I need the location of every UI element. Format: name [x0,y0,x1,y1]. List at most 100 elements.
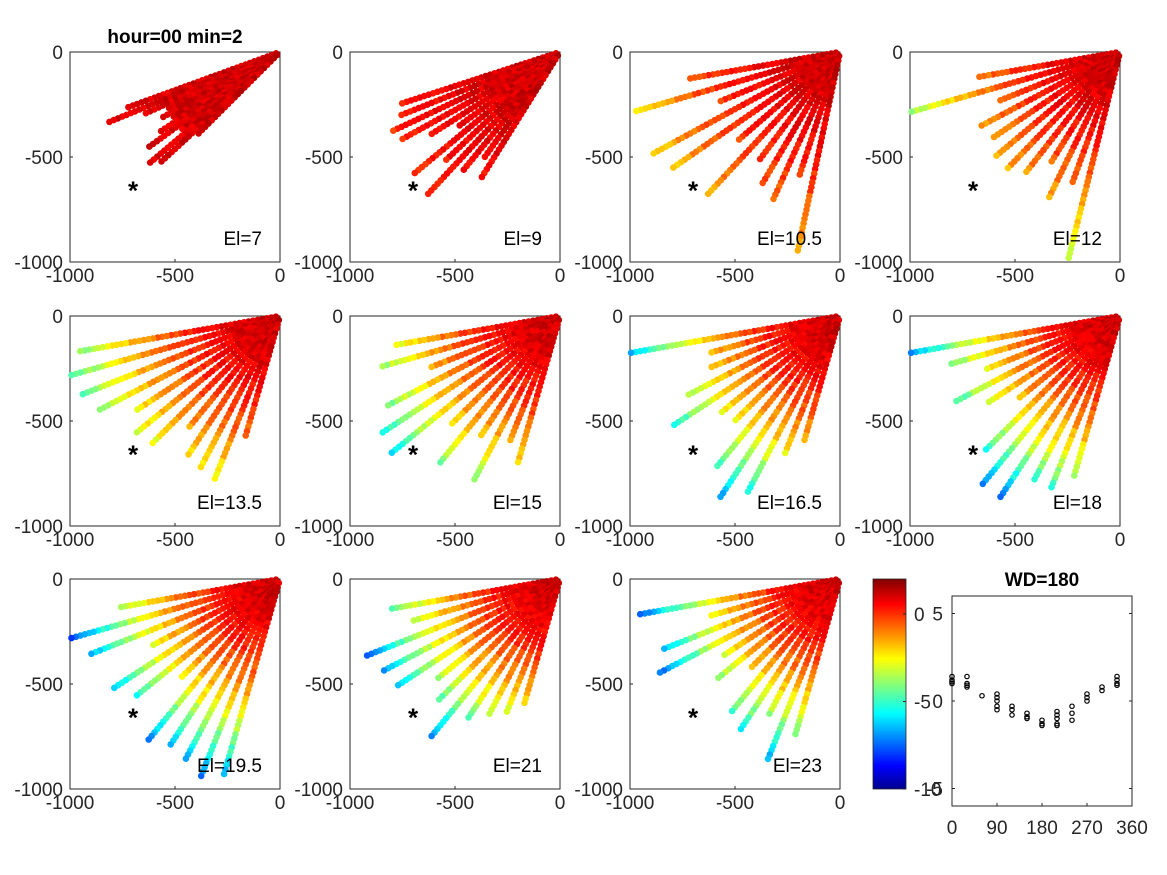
scan-point [1071,472,1078,479]
scan-point [465,714,472,721]
y-tick-label: 0 [332,570,343,591]
scan-point [363,652,371,659]
scan-point [748,663,756,671]
x-tick-label: 0 [275,793,286,814]
x-tick-label: -1000 [326,530,375,551]
scan-point [133,692,141,699]
scan-point [979,480,987,488]
x-tick-label: -1000 [46,266,95,287]
scan-point [133,429,141,436]
scan-point [503,708,511,715]
x-tick-label: 0 [1115,266,1126,287]
scan-point [398,111,405,119]
scan-point [443,156,450,163]
scan-point [142,109,150,117]
y-tick-label: -500 [585,148,623,169]
scan-points [908,49,1123,262]
scan-point [242,432,249,439]
scan-point [744,488,752,495]
y-tick-label: -1000 [294,253,343,274]
scan-point [145,736,152,743]
scan-point [728,707,736,715]
scan-point [1016,394,1024,401]
y-tick-label: 0 [892,43,903,64]
scan-point [1004,164,1012,172]
scan-point [96,406,104,413]
scan-point [737,725,745,733]
scan-point [471,476,478,483]
scan-point [759,179,766,187]
scan-point [88,650,95,658]
scan-point [633,107,640,115]
scan-point [146,143,153,150]
x-tick-label: -1000 [326,266,375,287]
x-tick-label: -500 [436,793,474,814]
elevation-label: El=9 [503,229,542,250]
scan-point [1065,254,1072,262]
asterisk-marker: * [688,176,699,206]
y-tick-label: 0 [612,307,623,328]
scan-point [1023,168,1030,176]
scan-point [399,135,406,143]
scan-point [993,152,1000,159]
y-tick-label: -500 [305,412,343,433]
scan-point [157,127,165,135]
scan-point [182,755,190,762]
elevation-label: El=13.5 [197,493,262,514]
scan-point [656,669,664,676]
x-tick-label: 0 [555,530,566,551]
scan-point [393,341,400,349]
scan-point [982,446,990,453]
scan-point [766,710,773,717]
scan-point [379,363,386,370]
scan-point [160,113,167,121]
scan-point [460,166,468,173]
scan-points [390,50,562,198]
scan-points [68,313,283,482]
scan-point [125,103,132,111]
y-tick-label: -500 [25,148,63,169]
scan-point [197,463,205,471]
scan-points [106,50,281,166]
scan-point [781,449,789,457]
y-tick-label: -1000 [14,517,63,538]
scan-point [717,493,724,501]
scan-point [801,436,808,444]
scan-point [428,130,436,138]
scan-point [718,408,726,416]
scan-point [435,696,443,703]
scan-point [68,634,75,642]
y-tick-label: -500 [865,412,903,433]
scan-point [627,349,635,357]
scan-point [478,431,485,439]
scan-point [388,449,396,457]
x-tick-label: -500 [716,530,754,551]
y-tick-label: -500 [865,148,903,169]
scan-point [167,741,174,748]
scan-point [211,475,219,482]
scan-point [717,97,725,105]
scan-point [428,732,435,740]
y-tick-label: 0 [612,43,623,64]
scan-point [185,451,192,458]
scan-points [633,49,843,254]
y-tick-label: 0 [892,307,903,328]
scan-point [437,459,444,466]
scan-point [661,645,668,652]
scan-point [158,158,165,165]
scan-point [670,164,677,171]
scan-points [379,313,563,483]
x-tick-label: -500 [156,530,194,551]
x-tick-label: -500 [716,266,754,287]
scan-point [1046,193,1053,201]
y-tick-label: -1000 [574,253,623,274]
scan-point [481,153,489,161]
y-tick-label: 0 [52,43,63,64]
asterisk-marker: * [968,440,979,470]
scan-point [478,173,486,181]
scan-point [1031,476,1038,483]
scan-point [636,610,644,618]
scan-point [384,402,392,409]
